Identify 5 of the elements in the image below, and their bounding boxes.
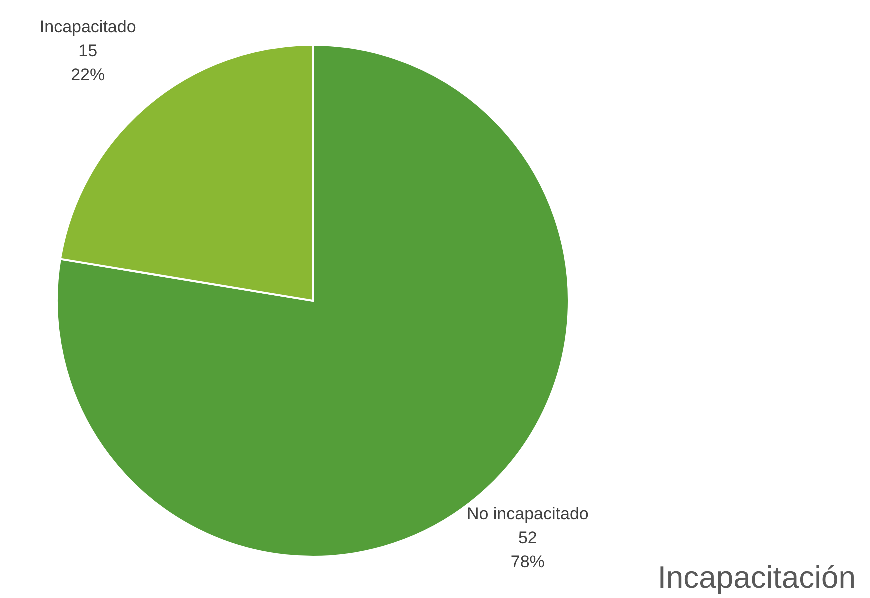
data-label: 15 22% <box>71 41 106 84</box>
slice-label: No incapacitado <box>466 504 589 523</box>
data-label: 52 78% <box>510 528 545 571</box>
text: Incapacitación <box>658 560 856 596</box>
slice-label: Incapacitado <box>40 17 136 36</box>
